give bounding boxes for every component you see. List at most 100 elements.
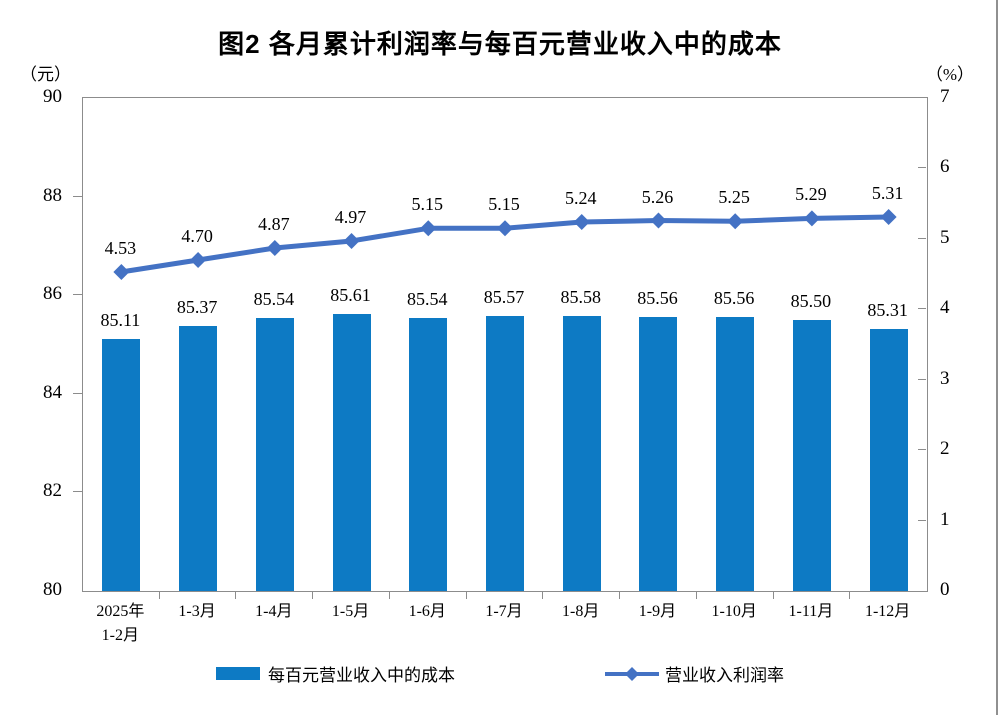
line-value-label: 5.15 — [411, 194, 444, 215]
x-axis-category-label: 1-12月 — [864, 603, 911, 620]
legend-item-profit: 营业收入利润率 — [605, 661, 784, 686]
x-axis-tick-mark — [695, 591, 697, 599]
line-series-label: 营业收入利润率 — [665, 666, 784, 685]
line-value-label: 4.97 — [334, 206, 367, 227]
right-axis-tick-label: 4 — [940, 297, 950, 319]
line-marker-diamond — [113, 263, 130, 280]
bar-value-label: 85.56 — [713, 287, 755, 308]
left-axis-tick-label: 86 — [43, 283, 62, 305]
line-value-label: 4.70 — [181, 225, 213, 246]
left-axis-tick-label: 80 — [43, 579, 62, 600]
line-value-label: 4.87 — [258, 214, 290, 234]
cost-bar — [716, 316, 755, 591]
right-axis-tick-mark — [918, 449, 926, 451]
right-axis-tick-mark — [918, 167, 926, 169]
x-axis-category-label: 1-6月 — [408, 603, 446, 620]
left-axis-tick-label: 84 — [43, 381, 62, 403]
line-marker-diamond — [880, 209, 897, 226]
line-value-label: 5.24 — [564, 187, 597, 208]
cost-bar — [869, 329, 908, 591]
left-axis-tick-mark — [73, 491, 82, 493]
bar-value-label: 85.57 — [483, 287, 525, 308]
line-marker-diamond — [573, 213, 590, 230]
bar-series-swatch — [216, 667, 260, 680]
x-axis-category-label: 1-11月 — [788, 603, 834, 620]
page-right-border — [996, 0, 998, 715]
bar-value-label: 85.54 — [407, 288, 448, 309]
chart-title: 图2 各月累计利润率与每百元营业收入中的成本 — [218, 29, 782, 59]
line-marker-diamond — [343, 232, 360, 249]
x-axis-tick-mark — [542, 591, 544, 599]
right-axis-unit: （%） — [925, 65, 974, 84]
line-value-label: 5.29 — [795, 184, 827, 205]
left-axis-tick-label: 90 — [43, 86, 62, 107]
x-axis-category-label: 1-7月 — [485, 603, 523, 620]
bar-value-label: 85.50 — [790, 290, 832, 311]
line-marker-diamond — [266, 240, 283, 257]
right-axis-tick-mark — [918, 308, 926, 310]
line-value-label: 5.25 — [718, 187, 750, 208]
right-axis-tick-label: 1 — [940, 508, 950, 530]
cost-bar — [255, 317, 294, 591]
bar-value-label: 85.61 — [330, 285, 371, 306]
right-axis-tick-label: 6 — [940, 156, 950, 178]
x-axis-tick-mark — [235, 591, 237, 599]
legend: 每百元营业收入中的成本 营业收入利润率 — [0, 661, 1000, 686]
line-value-label: 4.53 — [104, 237, 137, 258]
line-value-label: 5.26 — [641, 186, 674, 207]
bar-value-label: 85.31 — [867, 300, 908, 321]
left-axis-tick-label: 88 — [43, 184, 62, 206]
x-axis-category-label: 2025年 1-2月 — [96, 603, 145, 644]
left-axis-tick-mark — [73, 392, 82, 394]
x-axis-category-label: 1-5月 — [331, 603, 370, 620]
cost-bar — [639, 316, 678, 591]
cost-bar — [332, 314, 371, 591]
bar-series-label: 每百元营业收入中的成本 — [268, 666, 455, 685]
line-series-swatch — [605, 666, 659, 681]
x-axis-tick-mark — [388, 591, 390, 599]
bar-value-label: 85.54 — [253, 288, 295, 309]
x-axis-tick-mark — [312, 591, 314, 599]
line-marker-diamond — [497, 220, 513, 237]
x-axis-category-label: 1-9月 — [638, 603, 677, 620]
x-axis-category-label: 1-10月 — [711, 603, 757, 620]
right-axis-tick-label: 3 — [940, 367, 950, 389]
bar-value-label: 85.56 — [637, 287, 678, 308]
cost-bar — [792, 319, 831, 591]
right-axis-tick-label: 2 — [940, 438, 950, 460]
right-axis-tick-label: 0 — [940, 579, 950, 600]
x-axis-category-label: 1-3月 — [178, 603, 216, 620]
x-axis-tick-mark — [772, 591, 774, 599]
bar-value-label: 85.58 — [560, 286, 601, 307]
profit-rate-line — [113, 209, 897, 280]
right-axis-tick-label: 7 — [940, 86, 950, 107]
cost-bar — [409, 317, 448, 591]
cost-bar — [179, 326, 218, 591]
plot-area — [82, 97, 928, 592]
line-marker-diamond — [727, 213, 744, 230]
cost-bar — [486, 316, 524, 591]
line-value-label: 5.31 — [871, 183, 904, 204]
legend-line-diamond — [625, 666, 639, 681]
cost-bar — [562, 315, 601, 591]
right-axis-tick-mark — [918, 519, 926, 521]
left-axis-unit: （元） — [20, 65, 71, 84]
x-axis-tick-mark — [849, 591, 851, 599]
left-axis-tick-label: 82 — [43, 480, 62, 502]
line-marker-diamond — [190, 251, 207, 268]
bar-value-label: 85.37 — [176, 297, 218, 318]
line-value-label: 5.15 — [488, 194, 520, 215]
right-axis-tick-mark — [918, 378, 926, 380]
right-axis-tick-mark — [918, 237, 926, 239]
x-axis-tick-mark — [465, 591, 467, 599]
x-axis-tick-mark — [619, 591, 621, 599]
x-axis-tick-mark — [158, 591, 160, 599]
legend-item-cost: 每百元营业收入中的成本 — [216, 661, 455, 686]
left-axis-tick-mark — [73, 195, 82, 197]
bar-value-label: 85.11 — [100, 310, 141, 331]
left-axis-tick-mark — [73, 294, 82, 296]
cost-bar — [102, 339, 141, 591]
right-axis-tick-label: 5 — [940, 226, 950, 248]
line-marker-diamond — [650, 212, 667, 229]
